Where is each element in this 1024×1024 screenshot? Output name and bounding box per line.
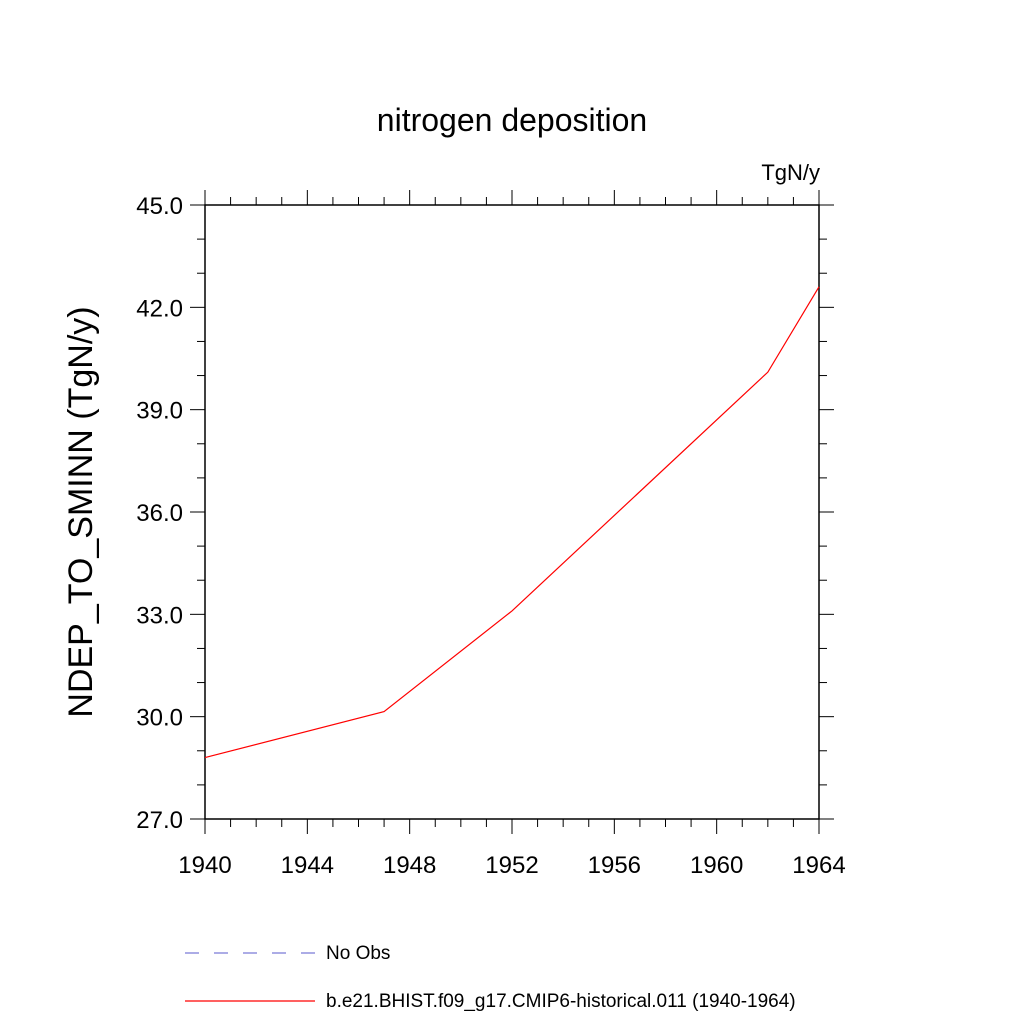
y-tick-label: 33.0: [136, 602, 183, 629]
y-axis-title: NDEP_TO_SMINN (TgN/y): [62, 306, 100, 717]
x-tick-label: 1960: [690, 852, 743, 879]
chart-title: nitrogen deposition: [377, 102, 647, 138]
axis-ticks: [190, 190, 834, 834]
x-tick-label: 1952: [485, 852, 538, 879]
y-tick-label: 30.0: [136, 705, 183, 732]
y-tick-label: 36.0: [136, 500, 183, 527]
y-tick-label: 27.0: [136, 807, 183, 834]
y-tick-labels: 27.0 30.0 33.0 36.0 39.0 42.0 45.0: [136, 193, 183, 834]
units-label: TgN/y: [761, 160, 820, 185]
legend-label-historical: b.e21.BHIST.f09_g17.CMIP6-historical.011…: [326, 991, 796, 1012]
x-tick-labels: 1940 1944 1948 1952 1956 1960 1964: [178, 852, 845, 879]
x-tick-label: 1948: [383, 852, 436, 879]
series-line: [204, 286, 820, 759]
y-tick-label: 45.0: [136, 193, 183, 220]
legend-label-no-obs: No Obs: [326, 943, 390, 964]
x-tick-label: 1940: [178, 852, 231, 879]
data-series: [204, 286, 820, 759]
x-tick-label: 1944: [281, 852, 334, 879]
plot-frame: [204, 204, 820, 820]
y-tick-label: 42.0: [136, 295, 183, 322]
x-tick-label: 1964: [792, 852, 845, 879]
y-tick-label: 39.0: [136, 398, 183, 425]
x-tick-label: 1956: [588, 852, 641, 879]
legend: No Obs b.e21.BHIST.f09_g17.CMIP6-histori…: [185, 943, 796, 1012]
